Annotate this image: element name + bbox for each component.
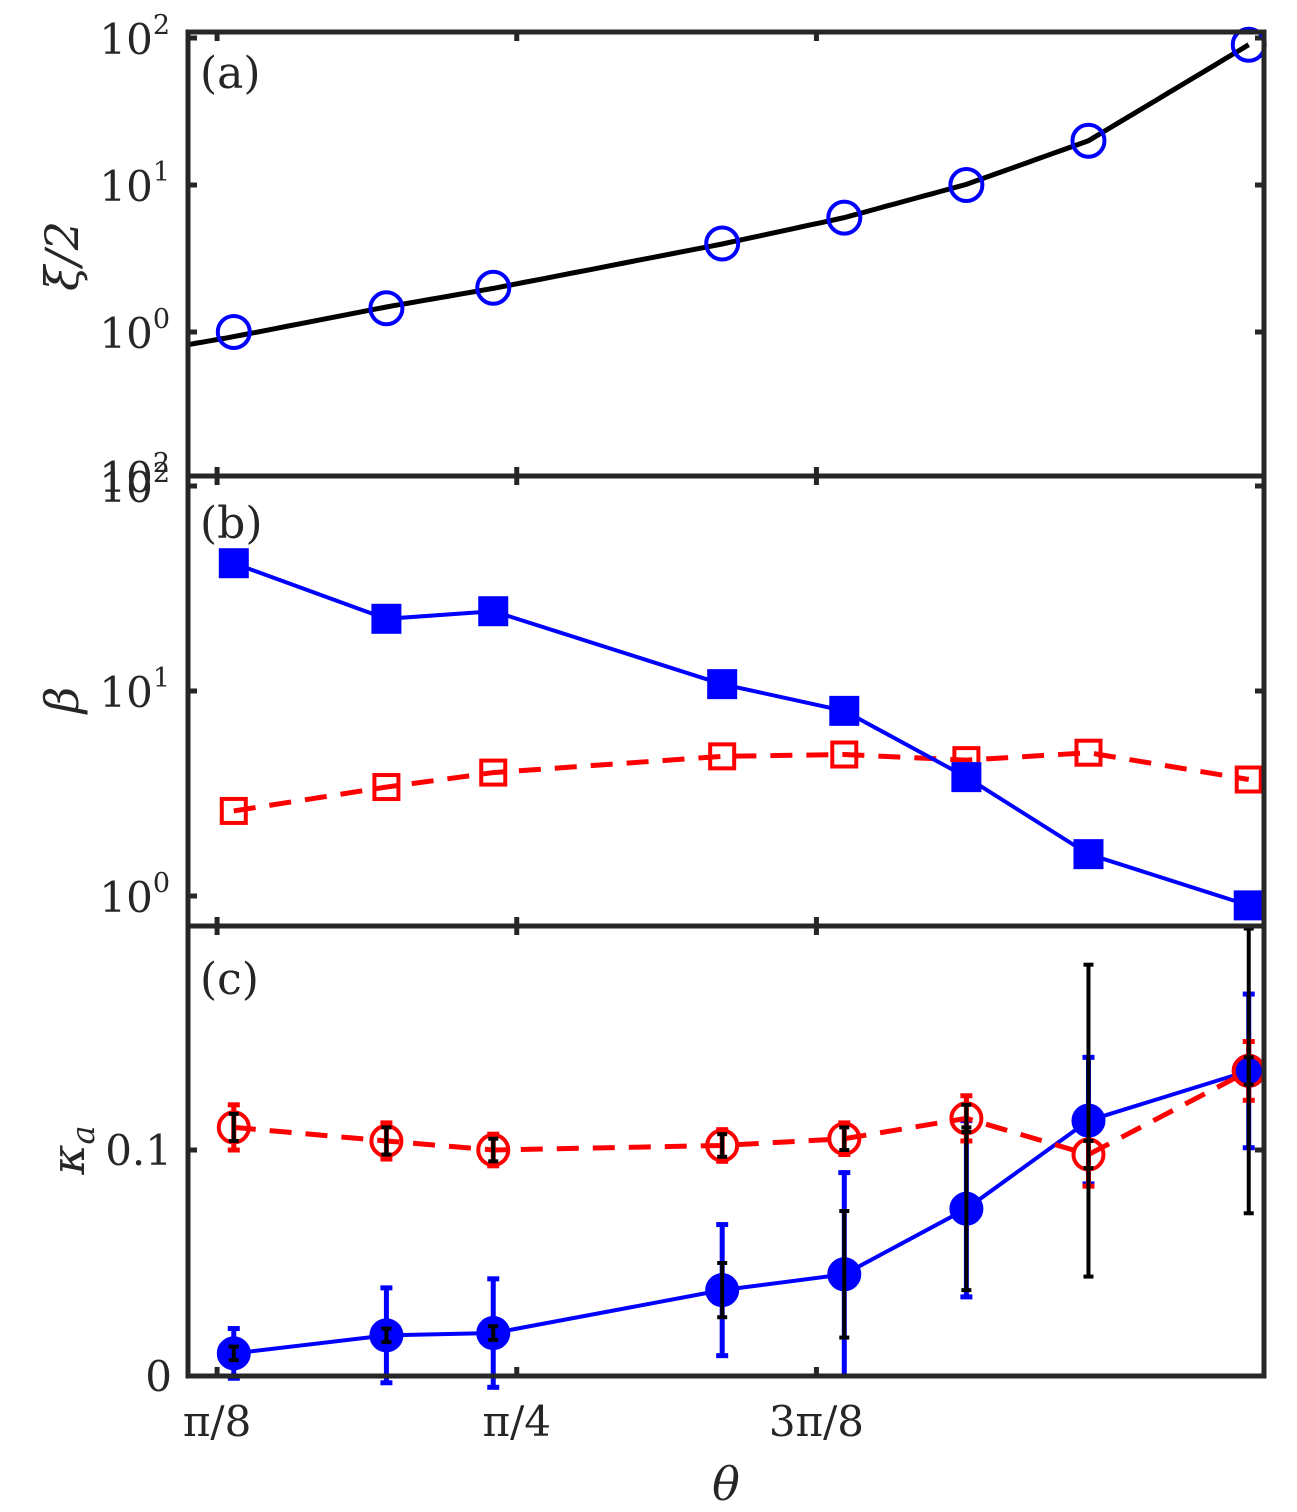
- series-line-dashed-red: [233, 1068, 1250, 1158]
- panel-c-frame: [185, 923, 1267, 1379]
- x-tick-label: 3π/8: [769, 1397, 864, 1446]
- panel-c-ylabel-main: κ: [41, 1144, 95, 1175]
- y-tick-label: 101: [99, 157, 170, 211]
- y-tick-base: 10: [99, 453, 152, 502]
- data-point-open-square: [830, 740, 859, 769]
- y-tick-base: 10: [99, 873, 152, 922]
- data-point-open-square: [479, 758, 508, 787]
- y-tick-label: 0: [145, 1352, 172, 1401]
- y-tick-label: 101: [99, 663, 170, 717]
- data-point-filled-square: [218, 548, 249, 579]
- panel-b-marks: [218, 548, 1264, 921]
- y-tick-label: 102: [99, 458, 170, 512]
- data-point-open-circle: [827, 1121, 862, 1156]
- data-point-open-circle: [705, 1128, 740, 1163]
- y-tick-base: 10: [99, 668, 152, 717]
- y-tick-exponent: 1: [153, 157, 170, 188]
- data-point-open-circle: [826, 199, 863, 236]
- panel-b-ylabel: β: [35, 687, 89, 716]
- y-tick-exponent: 0: [153, 304, 170, 335]
- x-tick-label: π/4: [483, 1397, 551, 1446]
- panel-c-marks: [216, 926, 1266, 1390]
- panel-b-label: (b): [200, 498, 263, 549]
- y-tick-exponent: 0: [153, 868, 170, 899]
- panel-c-ylabel: κa: [41, 1125, 102, 1175]
- y-tick-label: 100: [99, 868, 170, 922]
- data-point-filled-square: [829, 695, 860, 726]
- data-point-filled-square: [951, 762, 982, 793]
- panel-a-ylabel: ξ/2: [35, 221, 89, 291]
- y-tick-base: 10: [99, 15, 152, 64]
- data-point-open-circle: [1070, 122, 1107, 159]
- y-tick-label: 100: [99, 304, 170, 358]
- fit-curve: [187, 42, 1250, 348]
- panel-c-label: (c): [200, 954, 259, 1005]
- data-point-open-square: [1234, 765, 1263, 794]
- x-tick-label: π/8: [183, 1397, 251, 1446]
- y-tick-label: 0.1: [105, 1126, 172, 1175]
- panel-a-marks: [187, 26, 1267, 350]
- data-point-filled-square: [1233, 890, 1264, 921]
- data-point-filled-square: [707, 669, 738, 700]
- panel-c-ylabel-sub: a: [64, 1125, 102, 1144]
- y-tick-base: 10: [99, 463, 152, 512]
- data-point-open-circle: [215, 314, 252, 350]
- y-tick-exponent: 2: [153, 10, 170, 41]
- data-point-open-square: [219, 796, 248, 825]
- data-point-open-circle: [948, 167, 985, 203]
- y-tick-base: 10: [99, 162, 152, 211]
- panel-a-label: (a): [200, 48, 261, 99]
- data-point-open-circle: [476, 1133, 511, 1167]
- x-axis-ticks: π/8 π/4 3π/8: [183, 32, 864, 1446]
- y-tick-exponent: 1: [153, 663, 170, 694]
- data-point-filled-square: [478, 596, 509, 627]
- data-point-open-circle: [475, 269, 512, 306]
- x-axis-label: θ: [712, 1457, 740, 1511]
- data-point-filled-square: [1073, 839, 1104, 870]
- series-line-solid-blue: [233, 1068, 1250, 1356]
- panel-a-frame: [185, 29, 1267, 479]
- data-point-open-square: [708, 742, 737, 771]
- panel-c: (c) κa 0.10 π/8 π/4 3π/8 θ: [41, 32, 1267, 1511]
- data-point-open-circle: [368, 290, 405, 327]
- data-point-open-circle: [704, 225, 741, 262]
- y-tick-label: 102: [99, 10, 170, 64]
- panel-c-y-ticks: 0.10: [105, 1126, 1264, 1401]
- data-point-open-square: [1074, 738, 1103, 767]
- data-point-open-square: [372, 773, 401, 802]
- y-tick-exponent: 2: [153, 458, 170, 489]
- y-tick-exponent: 2: [153, 448, 170, 479]
- data-point-filled-square: [371, 603, 402, 634]
- series-line-solid-blue: [233, 561, 1250, 908]
- y-tick-base: 10: [99, 309, 152, 358]
- y-tick-label: 102: [99, 448, 170, 502]
- series-line-dashed-red: [233, 750, 1250, 814]
